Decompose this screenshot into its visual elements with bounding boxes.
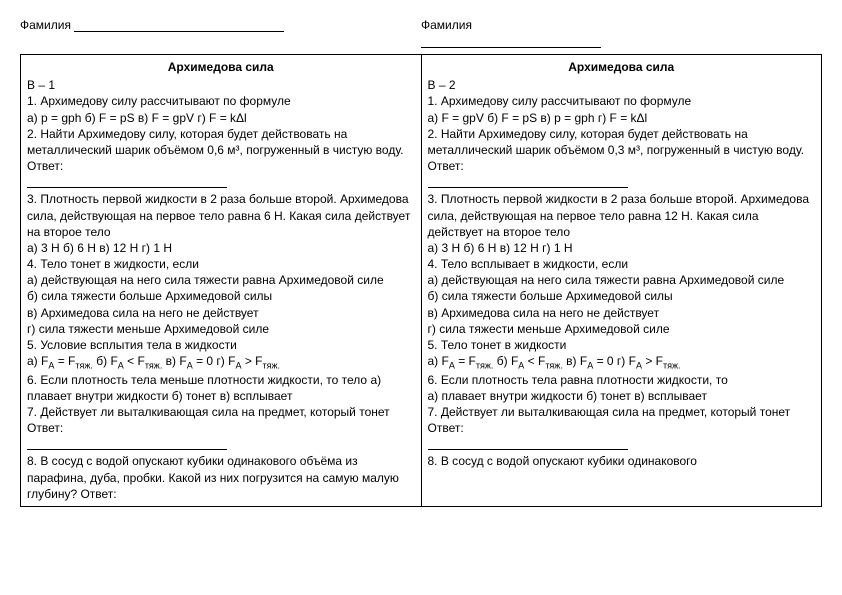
worksheet-table: Архимедова сила В – 1 1. Архимедову силу…: [20, 54, 822, 507]
title-left: Архимедова сила: [27, 59, 415, 75]
header-right: Фамилия: [421, 18, 822, 48]
q4a-right: а) действующая на него сила тяжести равн…: [428, 272, 816, 288]
q3-right: 3. Плотность первой жидкости в 2 раза бо…: [428, 191, 816, 240]
q1-opts-left: а) p = gph б) F = pS в) F = gpV г) F = k…: [27, 110, 415, 126]
answer-line-q2-right: [428, 175, 628, 188]
q1-right: 1. Архимедову силу рассчитывают по форму…: [428, 93, 816, 109]
q3-left: 3. Плотность первой жидкости в 2 раза бо…: [27, 191, 415, 240]
answer-line-q7-left: [27, 437, 227, 450]
surname-line-left: [74, 19, 284, 32]
answer-line-q7-right: [428, 437, 628, 450]
variant-right: В – 2: [428, 77, 816, 93]
title-right: Архимедова сила: [428, 59, 816, 75]
surname-line-right: [421, 35, 601, 48]
variant-left: В – 1: [27, 77, 415, 93]
q5-opts-right: а) FA = Fтяж. б) FA < Fтяж. в) FA = 0 г)…: [428, 353, 816, 372]
q5-opts-left: а) FA = Fтяж. б) FA < Fтяж. в) FA = 0 г)…: [27, 353, 415, 372]
q4b-left: б) сила тяжести больше Архимедовой силы: [27, 288, 415, 304]
q4b-right: б) сила тяжести больше Архимедовой силы: [428, 288, 816, 304]
q4a-left: а) действующая на него сила тяжести равн…: [27, 272, 415, 288]
header-left: Фамилия: [20, 18, 421, 48]
q2-right: 2. Найти Архимедову силу, которая будет …: [428, 126, 816, 175]
q4-left: 4. Тело тонет в жидкости, если: [27, 256, 415, 272]
q1-left: 1. Архимедову силу рассчитывают по форму…: [27, 93, 415, 109]
q2-left: 2. Найти Архимедову силу, которая будет …: [27, 126, 415, 175]
surname-label-left: Фамилия: [20, 18, 71, 32]
variant-2-cell: Архимедова сила В – 2 1. Архимедову силу…: [421, 55, 822, 507]
q5-right: 5. Тело тонет в жидкости: [428, 337, 816, 353]
header-row: Фамилия Фамилия: [20, 18, 822, 48]
q8-right: 8. В сосуд с водой опускают кубики одина…: [428, 453, 816, 469]
answer-line-q2-left: [27, 175, 227, 188]
q6-right: 6. Если плотность тела равна плотности ж…: [428, 372, 816, 388]
q1-opts-right: а) F = gpV б) F = pS в) p = gph г) F = k…: [428, 110, 816, 126]
q8-left: 8. В сосуд с водой опускают кубики одина…: [27, 453, 415, 502]
q3-opts-right: а) 3 Н б) 6 Н в) 12 Н г) 1 Н: [428, 240, 816, 256]
q7-left: 7. Действует ли выталкивающая сила на пр…: [27, 404, 415, 436]
q3-opts-left: а) 3 Н б) 6 Н в) 12 Н г) 1 Н: [27, 240, 415, 256]
q4-right: 4. Тело всплывает в жидкости, если: [428, 256, 816, 272]
q5-left: 5. Условие всплытия тела в жидкости: [27, 337, 415, 353]
q4d-right: г) сила тяжести меньше Архимедовой силе: [428, 321, 816, 337]
q4d-left: г) сила тяжести меньше Архимедовой силе: [27, 321, 415, 337]
q7-right: 7. Действует ли выталкивающая сила на пр…: [428, 404, 816, 436]
q4c-left: в) Архимедова сила на него не действует: [27, 305, 415, 321]
q6-left: 6. Если плотность тела меньше плотности …: [27, 372, 415, 404]
q4c-right: в) Архимедова сила на него не действует: [428, 305, 816, 321]
variant-1-cell: Архимедова сила В – 1 1. Архимедову силу…: [21, 55, 422, 507]
surname-label-right: Фамилия: [421, 18, 472, 32]
q6-opts-right: а) плавает внутри жидкости б) тонет в) в…: [428, 388, 816, 404]
